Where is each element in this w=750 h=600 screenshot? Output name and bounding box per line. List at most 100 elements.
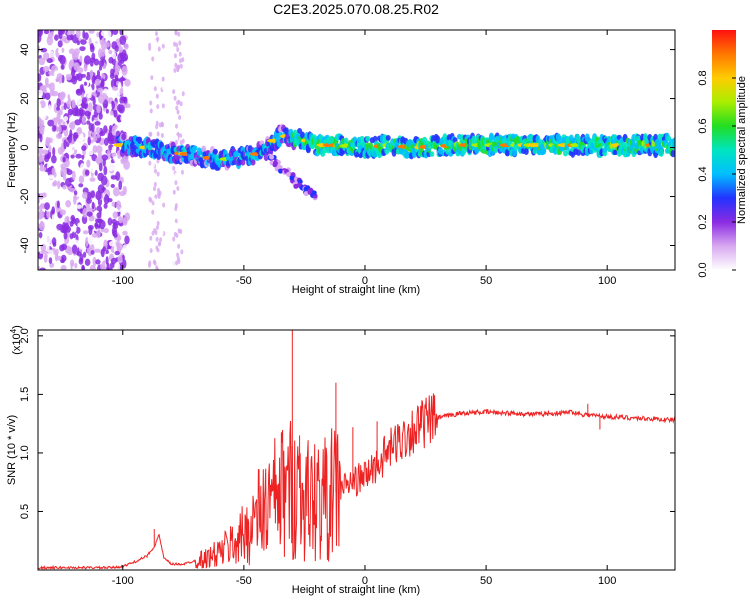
colorbar-tick-label: 0.0 [697, 262, 709, 277]
spectrogram-cell [90, 57, 96, 63]
spectrogram-cell [70, 214, 76, 222]
spectrogram-cell [40, 249, 47, 255]
spectrogram-cell [88, 30, 95, 34]
spectrogram-cell [79, 253, 84, 263]
spectrogram-cell [62, 121, 66, 126]
spectrogram-cell [98, 219, 106, 230]
spectrogram-cell [121, 65, 128, 76]
spectrogram-cell [152, 186, 156, 192]
spectrogram-cell [70, 154, 75, 159]
spectrogram-cell [53, 180, 58, 187]
spectrogram-cell [152, 130, 156, 136]
spectrogram-cell [176, 109, 180, 115]
spectrogram-cell [192, 145, 198, 152]
spectrogram-cell [121, 133, 127, 141]
spectrogram-cell [240, 159, 246, 166]
spectrogram-cell [175, 139, 179, 145]
spectrogram-cell [39, 110, 47, 121]
snr-series-line [38, 393, 675, 570]
spectrogram-cell [97, 94, 105, 104]
spectrogram-cell [175, 135, 179, 141]
spectrogram-cell [46, 58, 53, 64]
spectrogram-y-tick-label: 20 [19, 92, 31, 104]
spectrogram-cell [103, 228, 109, 234]
spectrogram-cell [69, 122, 74, 129]
spectrogram-cell [122, 218, 128, 226]
spectrogram-cell [174, 180, 178, 186]
spectrogram-cell [149, 235, 153, 241]
spectrogram-cell [38, 73, 42, 82]
spectrogram-cell [154, 31, 158, 37]
spectrogram-cell [38, 231, 43, 239]
spectrogram-cell [107, 119, 113, 124]
spectrogram-cell [38, 30, 43, 37]
spectrogram-cell [180, 193, 184, 199]
spectrogram-cell [672, 142, 675, 151]
spectrogram-cell [59, 209, 66, 216]
snr-y-ticks: 0.5 1.0 1.5 2.0 [19, 328, 675, 519]
spectrogram-cell [39, 220, 44, 228]
spectrogram-cell [151, 230, 155, 236]
spectrogram-cell [76, 127, 83, 135]
spectrogram-cell [110, 68, 115, 76]
spectrogram-cell [64, 177, 72, 187]
spectrogram-cell [250, 159, 256, 166]
colorbar-tick-label: 0.6 [697, 118, 709, 133]
spectrogram-cell [149, 197, 153, 203]
spectrogram-cell [55, 77, 59, 83]
spectrogram-cell [82, 191, 88, 200]
spectrogram-cell [120, 200, 127, 209]
spectrogram-cell [93, 42, 99, 48]
spectrogram-cell [137, 136, 143, 144]
spectrogram-cell [181, 240, 185, 246]
spectrogram-cell [105, 41, 110, 48]
spectrogram-cell [86, 120, 91, 125]
spectrogram-cell [79, 213, 83, 218]
spectrogram-cell [174, 241, 178, 247]
spectrogram-cell [175, 232, 179, 238]
spectrogram-cell [161, 103, 165, 109]
spectrogram-cell [81, 102, 88, 109]
spectrogram-cell [46, 229, 52, 236]
spectrogram-cell [179, 58, 183, 64]
spectrogram-cell [175, 42, 179, 48]
spectrogram-cell [80, 39, 87, 45]
spectrogram-cell [58, 92, 64, 100]
spectrogram-cell [38, 204, 43, 211]
spectrogram-cell [87, 191, 92, 201]
spectrogram-cell [148, 35, 152, 41]
spectrogram-cell [46, 210, 51, 219]
spectrogram-cell [156, 220, 160, 226]
spectrogram-cell [154, 39, 158, 45]
spectrogram-x-tick-label: 50 [480, 275, 492, 287]
spectrogram-cell [57, 40, 63, 48]
spectrogram-cell [98, 60, 105, 67]
spectrogram-cell [148, 131, 152, 137]
spectrogram-cell [98, 65, 103, 71]
spectrogram-cell [289, 175, 295, 181]
spectrogram-cell [153, 168, 157, 174]
spectrogram-cell [103, 125, 108, 134]
colorbar-gradient [712, 30, 736, 270]
spectrogram-frame [37, 29, 676, 271]
spectrogram-cell [106, 30, 112, 40]
spectrogram-cell [89, 69, 94, 78]
spectrogram-cell [71, 170, 76, 181]
spectrogram-cell [75, 98, 83, 106]
spectrogram-cell [156, 251, 160, 257]
spectrogram-cell [82, 208, 89, 218]
spectrogram-cell [109, 262, 115, 269]
spectrogram-cell [162, 202, 166, 208]
spectrogram-cell [113, 166, 117, 172]
spectrogram-cell [65, 73, 73, 81]
spectrogram-cell [48, 104, 52, 112]
snr-y-tick-label: 0.5 [19, 504, 31, 519]
spectrogram-cell [117, 254, 123, 264]
spectrogram-cell [93, 238, 101, 249]
spectrogram-x-tick-label: -50 [236, 275, 252, 287]
spectrogram-cell [116, 242, 123, 251]
spectrogram-cell [38, 265, 41, 270]
spectrogram-cell [119, 77, 126, 82]
spectrogram-cell [563, 150, 569, 157]
spectrogram-cell [176, 47, 180, 53]
